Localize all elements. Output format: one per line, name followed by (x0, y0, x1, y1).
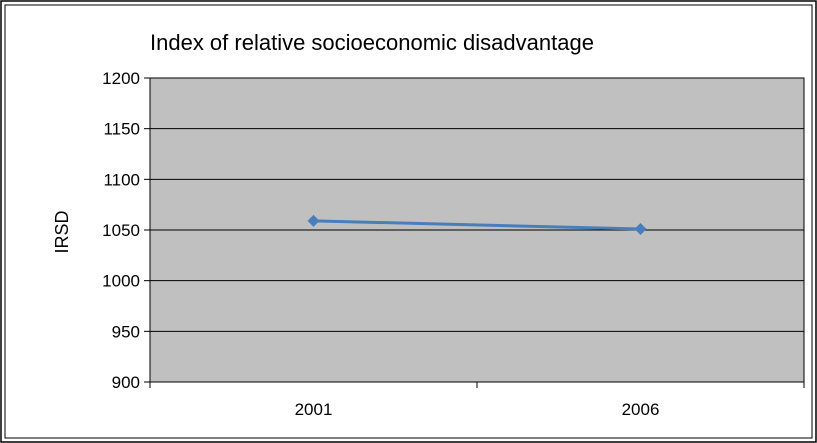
series-line (313, 219, 641, 231)
y-tick-label: 950 (112, 322, 140, 341)
y-tick-label: 1000 (102, 272, 140, 291)
x-axis-ticks: 2001 2006 (149, 382, 805, 419)
grid-lines (150, 77, 804, 383)
inner-border (4, 4, 813, 439)
y-tick-label: 1200 (102, 69, 140, 88)
data-point-marker (307, 214, 320, 227)
y-tick-label: 1150 (103, 120, 140, 139)
chart-title: Index of relative socioeconomic disadvan… (150, 30, 594, 55)
data-point-marker (634, 222, 647, 235)
x-tick-label: 2001 (295, 400, 333, 419)
y-tick-label: 1100 (103, 170, 140, 189)
y-axis-title: IRSD (52, 210, 72, 253)
y-tick-label: 900 (112, 373, 140, 392)
y-tick-label: 1050 (102, 221, 140, 240)
x-tick-label: 2006 (622, 400, 660, 419)
y-axis-ticks: 900 950 1000 1050 1100 1150 1200 (102, 69, 150, 392)
series-group (307, 214, 647, 235)
